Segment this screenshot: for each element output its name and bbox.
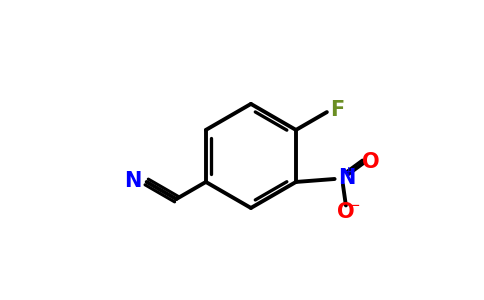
Text: O: O [337, 202, 355, 222]
Text: N: N [338, 168, 356, 188]
Text: +: + [343, 164, 354, 178]
Text: F: F [331, 100, 345, 120]
Text: −: − [347, 198, 360, 213]
Text: N: N [124, 171, 141, 191]
Text: O: O [362, 152, 379, 172]
